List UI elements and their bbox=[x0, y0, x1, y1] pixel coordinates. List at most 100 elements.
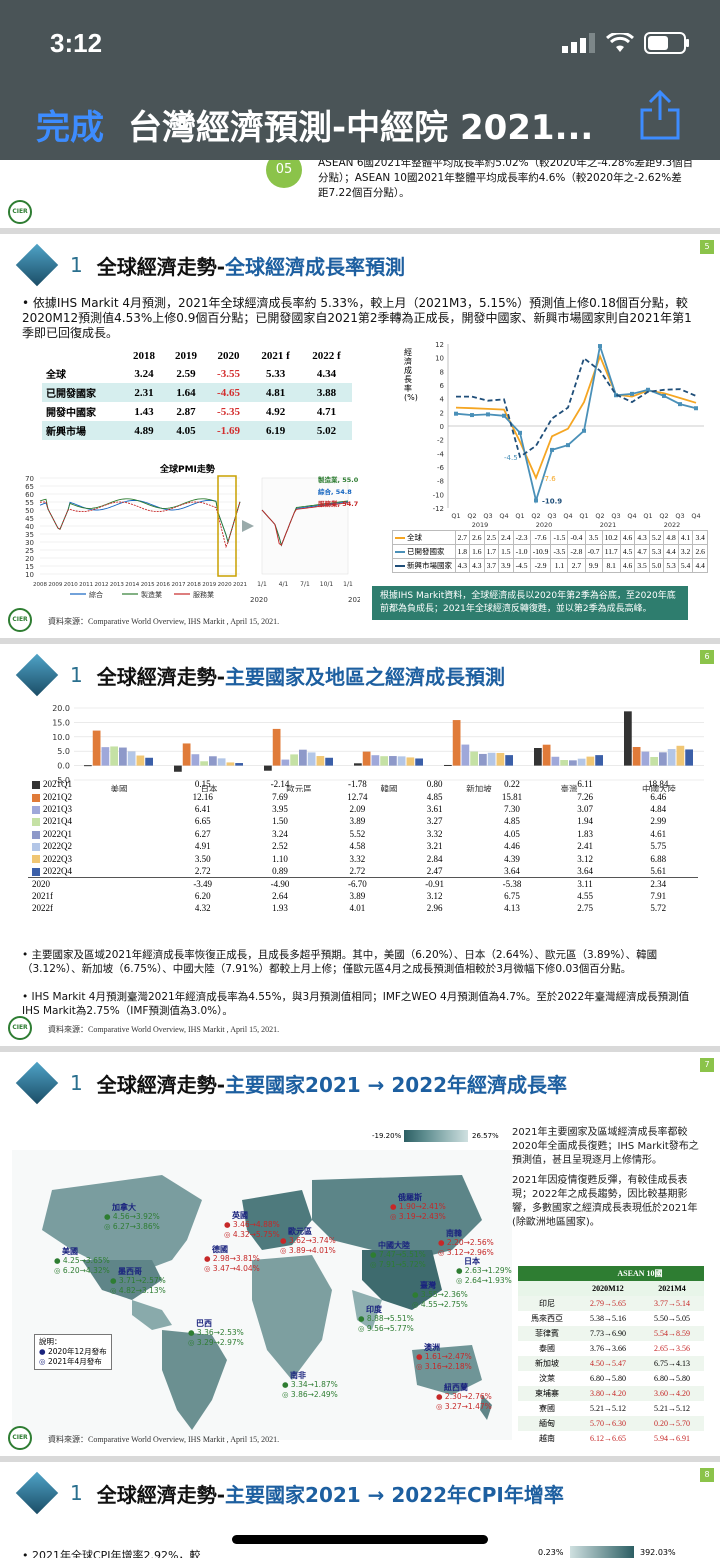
table-cell: 3.27 bbox=[426, 816, 443, 827]
series-value: 3.9 bbox=[498, 558, 514, 573]
done-button[interactable]: 完成 bbox=[36, 108, 104, 148]
series-value: 2.6 bbox=[469, 530, 485, 545]
legend-note-item: ◎ 2021年4月發布 bbox=[39, 1357, 107, 1367]
map-value-dec2020: ● 1.61→2.47% bbox=[416, 1352, 472, 1361]
legend-label: 製造業 bbox=[141, 590, 162, 599]
table-cell: 3.32 bbox=[349, 853, 366, 864]
row-label: 2020 bbox=[28, 876, 163, 890]
table-cell: 3.89 bbox=[349, 816, 366, 827]
y-tick-label: -10 bbox=[433, 491, 444, 499]
table-cell: 2.64 bbox=[272, 890, 288, 901]
series-value: 2.6 bbox=[692, 544, 708, 559]
table-cell: 2.09 bbox=[349, 803, 366, 814]
row-label: 2021Q3 bbox=[28, 803, 163, 815]
series-value: 3.2 bbox=[677, 544, 694, 559]
map-value-apr2021: ◎ 4.82→3.13% bbox=[110, 1286, 166, 1295]
bar bbox=[389, 756, 397, 766]
series-value: 1.7 bbox=[483, 544, 500, 559]
bar bbox=[371, 755, 380, 766]
legend-note-title: 說明： bbox=[39, 1337, 62, 1346]
table-cell: 6.65 bbox=[194, 816, 211, 827]
y-tick-label: 70 bbox=[25, 475, 34, 483]
slide-title: 1 全球經濟走勢- 主要國家及地區之經濟成長預測 bbox=[15, 653, 506, 697]
source-text: 資料來源：Comparative World Overview, IHS Mar… bbox=[48, 1025, 280, 1034]
table-cell: 6.20 bbox=[194, 890, 211, 901]
wifi-icon bbox=[606, 33, 634, 52]
legend-swatch bbox=[32, 843, 40, 852]
table-cell: 3.80→4.20 bbox=[575, 1386, 640, 1401]
map-value-apr2021: ◎ 7.91→5.72% bbox=[370, 1260, 426, 1269]
bar bbox=[444, 764, 452, 766]
bar bbox=[226, 762, 235, 766]
bar bbox=[406, 757, 415, 766]
quarter-label: Q2 bbox=[467, 512, 476, 520]
bar bbox=[487, 752, 496, 766]
quarter-label: Q2 bbox=[531, 512, 540, 520]
signal-icon bbox=[562, 33, 595, 53]
bullet-dot: • bbox=[22, 949, 32, 961]
circle-icon: ◎ bbox=[39, 1357, 48, 1366]
series-value: 4.3 bbox=[634, 530, 650, 545]
y-tick-label: 5.0 bbox=[57, 747, 70, 756]
y-tick-label: 6 bbox=[440, 382, 445, 390]
table-row: 2021Q1 0.15 -2.14 -1.78 0.80 0.22 6.11 18.84 bbox=[28, 778, 698, 790]
x-tick-label: 2020 bbox=[218, 582, 232, 588]
x-tick-label: 2010 bbox=[64, 582, 78, 588]
row-label: 2022Q1 bbox=[28, 828, 163, 840]
asean-row: 泰國 3.76→3.66 2.65→3.56 bbox=[518, 1341, 704, 1356]
table-cell: 3.11 bbox=[551, 876, 619, 890]
y-tick-label: 10 bbox=[25, 571, 34, 579]
table-cell: 4.34 bbox=[316, 367, 337, 380]
table-cell: 5.54→8.59 bbox=[639, 1326, 704, 1341]
map-country-label: 日本 bbox=[464, 1257, 480, 1266]
quarter-label: Q3 bbox=[675, 512, 684, 520]
table-cell: 2.87 bbox=[176, 405, 196, 418]
row-label-text: 2021Q1 bbox=[43, 779, 72, 790]
asean-title-row: ASEAN 10國 bbox=[518, 1266, 704, 1281]
title-number: 1 bbox=[70, 663, 83, 687]
table-cell: 3.32 bbox=[426, 828, 443, 839]
table-cell: -1.78 bbox=[347, 779, 367, 790]
zoom-panel bbox=[261, 477, 349, 575]
map-value-apr2021: ◎ 2.64→1.93% bbox=[456, 1276, 512, 1285]
table-cell: -0.91 bbox=[397, 876, 473, 890]
table-cell: 5.21→5.12 bbox=[589, 1404, 626, 1413]
map-value-dec2020: ● 3.46→4.88% bbox=[224, 1220, 280, 1229]
table-cell: 6.27 bbox=[194, 828, 211, 839]
table-cell: 泰國 bbox=[538, 1344, 555, 1353]
table-cell: 3.60→4.20 bbox=[639, 1386, 704, 1401]
slide-7-text: 2021年主要國家及區域經濟成長率都較2020年全面成長復甦；IHS Marki… bbox=[512, 1126, 702, 1230]
legend-swatch bbox=[32, 867, 40, 876]
series-marker bbox=[470, 413, 474, 418]
y-tick-label: -2 bbox=[437, 437, 444, 445]
bar bbox=[505, 755, 513, 766]
row-label-text: 2022Q3 bbox=[43, 853, 72, 864]
legend-label: 綜合 bbox=[89, 590, 103, 599]
table-cell: 3.88 bbox=[301, 383, 352, 402]
series-label: 已開發國家 bbox=[407, 547, 445, 556]
table-cell: 5.75 bbox=[650, 841, 667, 852]
slide-number: 6 bbox=[700, 650, 714, 664]
bullet-text: • 2021年全球CPI年增率2.92%，較 bbox=[22, 1548, 201, 1558]
world-map bbox=[12, 1150, 512, 1440]
table-cell: 3.89 bbox=[349, 890, 366, 901]
home-indicator[interactable] bbox=[232, 1535, 488, 1544]
legend-swatch bbox=[395, 551, 405, 554]
map-country-label: 紐西蘭 bbox=[444, 1383, 468, 1392]
slide-number: 7 bbox=[700, 1058, 714, 1072]
table-cell: 6.75→4.13 bbox=[639, 1356, 704, 1371]
bar bbox=[119, 747, 127, 766]
y-tick-label: 55 bbox=[25, 499, 34, 507]
map-value-dec2020: ● 3.36→2.53% bbox=[188, 1328, 244, 1337]
map-value-dec2020: ● 7.47→5.51% bbox=[370, 1250, 426, 1259]
asean-row: 寮國 5.21→5.12 5.21→5.12 bbox=[518, 1401, 704, 1416]
legend-swatch bbox=[32, 855, 40, 864]
y-tick-label: 25 bbox=[25, 547, 34, 555]
title-main: 主要國家及地區之經濟成長預測 bbox=[225, 664, 506, 689]
bar bbox=[415, 758, 423, 766]
row-label-text: 2022f bbox=[32, 903, 53, 914]
x-tick-label: 2018 bbox=[187, 582, 201, 588]
table-cell: 越南 bbox=[538, 1434, 555, 1443]
y-tick-label: 20 bbox=[25, 555, 34, 563]
share-icon[interactable] bbox=[638, 90, 682, 140]
